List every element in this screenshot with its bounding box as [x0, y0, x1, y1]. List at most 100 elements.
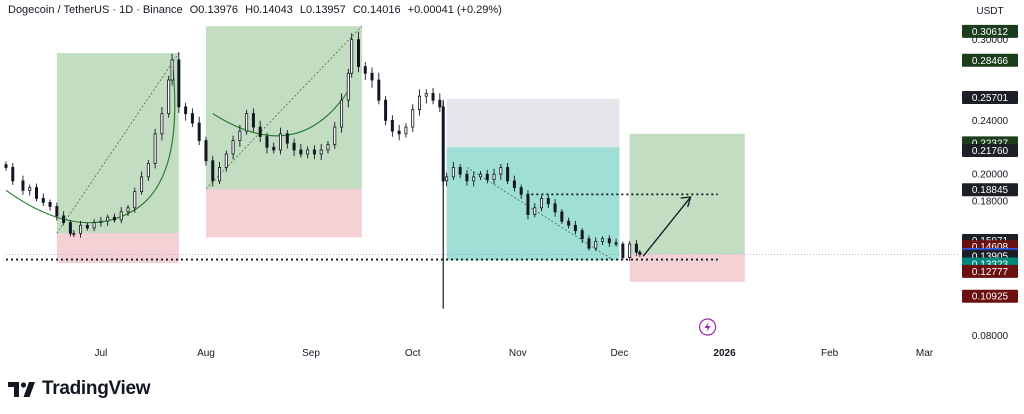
candle-body-up [411, 109, 415, 128]
candle-body-down [553, 203, 557, 213]
candle [431, 87, 435, 105]
candle-body-up [224, 153, 228, 168]
candle-body-down [363, 66, 367, 74]
candle [35, 183, 39, 202]
candle-body-down [41, 197, 45, 203]
price-badge: 0.30612 [962, 24, 1018, 38]
candle-body-down [634, 243, 638, 253]
price-badge-text: 0.22327 [972, 138, 1009, 149]
brand-name: TradingView [42, 378, 151, 399]
price-badge: 0.28466 [962, 53, 1018, 67]
candle [533, 203, 537, 218]
candle [333, 122, 337, 150]
x-tick-label: Feb [821, 348, 839, 359]
candle [377, 72, 381, 105]
price-badge: 0.25701 [962, 90, 1018, 104]
price-badge-text: 0.14608 [972, 242, 1009, 253]
candle-body-down [458, 167, 462, 175]
candle [312, 145, 316, 160]
candle [306, 146, 310, 159]
price-badge-bg [962, 24, 1018, 38]
candle-body-down [299, 149, 303, 155]
candle [299, 144, 303, 158]
candle-body-down [55, 206, 59, 217]
candle [417, 89, 421, 116]
candle-body-down [560, 211, 564, 222]
candle-body-up [140, 176, 144, 193]
candle [472, 171, 476, 187]
candle [424, 89, 428, 104]
candle-body-up [424, 93, 428, 97]
price-badge-bg [962, 183, 1018, 197]
candle-body-up [306, 149, 310, 155]
candle-body-down [431, 93, 435, 101]
candle [153, 128, 157, 169]
candle-body-down [370, 72, 374, 81]
ohlc-change: +0.00041 (+0.29%) [407, 4, 502, 16]
candle [68, 219, 72, 237]
candle [356, 31, 360, 73]
candle [546, 194, 550, 209]
candle [634, 240, 638, 257]
candle [346, 68, 350, 108]
candle [492, 168, 496, 185]
candle [587, 235, 591, 251]
trend-guide-1 [205, 25, 363, 190]
candle-body-up [133, 191, 137, 209]
candle [99, 216, 103, 227]
candle-body-up [594, 241, 598, 249]
lightning-icon [704, 322, 711, 332]
loss-zone-3 [205, 188, 362, 238]
candle [167, 75, 171, 118]
candle [272, 142, 276, 154]
candle [614, 238, 618, 247]
candle [62, 211, 66, 226]
candle-body-up [350, 39, 354, 74]
candle-body-up [238, 130, 242, 141]
candle-body-up [99, 220, 103, 223]
candle [265, 132, 269, 154]
price-badge-text: 0.12777 [972, 267, 1009, 278]
candle-body-down [526, 193, 530, 215]
projection-arrow-head [680, 196, 692, 208]
candle-body-down [258, 126, 262, 137]
candle [370, 67, 374, 88]
candle-body-down [11, 167, 15, 182]
x-tick-label: 2026 [713, 348, 736, 359]
trend-guide-0 [56, 52, 180, 234]
candle [580, 228, 584, 244]
candle-body-up [601, 238, 605, 242]
x-tick-label: Mar [916, 348, 934, 359]
candle [279, 127, 283, 155]
price-badge: 0.18845 [962, 183, 1018, 197]
candle-body-down [587, 238, 591, 249]
candle-body-down [204, 140, 208, 162]
candle [197, 116, 201, 146]
candle-body-down [546, 197, 550, 205]
candle [204, 136, 208, 166]
candle-body-up [417, 95, 421, 111]
candle-body-down [4, 164, 8, 168]
candle [85, 222, 89, 231]
candle [350, 33, 354, 78]
teal-zone-5 [446, 147, 620, 261]
x-tick-label: Jul [95, 348, 108, 359]
projection-arrow [642, 196, 692, 257]
x-tick-label: Oct [405, 348, 421, 359]
candle-body-up [126, 207, 130, 213]
candle-body-up [153, 133, 157, 164]
candle-body-up [404, 126, 408, 135]
candle-body-up [146, 163, 150, 178]
x-tick-label: Aug [197, 348, 215, 359]
candle-body-down [397, 130, 401, 135]
candle-body-down [285, 133, 289, 144]
candle-body-up [106, 216, 110, 222]
candle-body-up [160, 113, 164, 135]
candle [21, 175, 25, 195]
candle-body-up [326, 144, 330, 151]
gray-zone-4 [446, 98, 620, 148]
x-tick-label: Sep [302, 348, 320, 359]
candle [218, 161, 222, 185]
price-badge: 0.12777 [962, 264, 1018, 278]
